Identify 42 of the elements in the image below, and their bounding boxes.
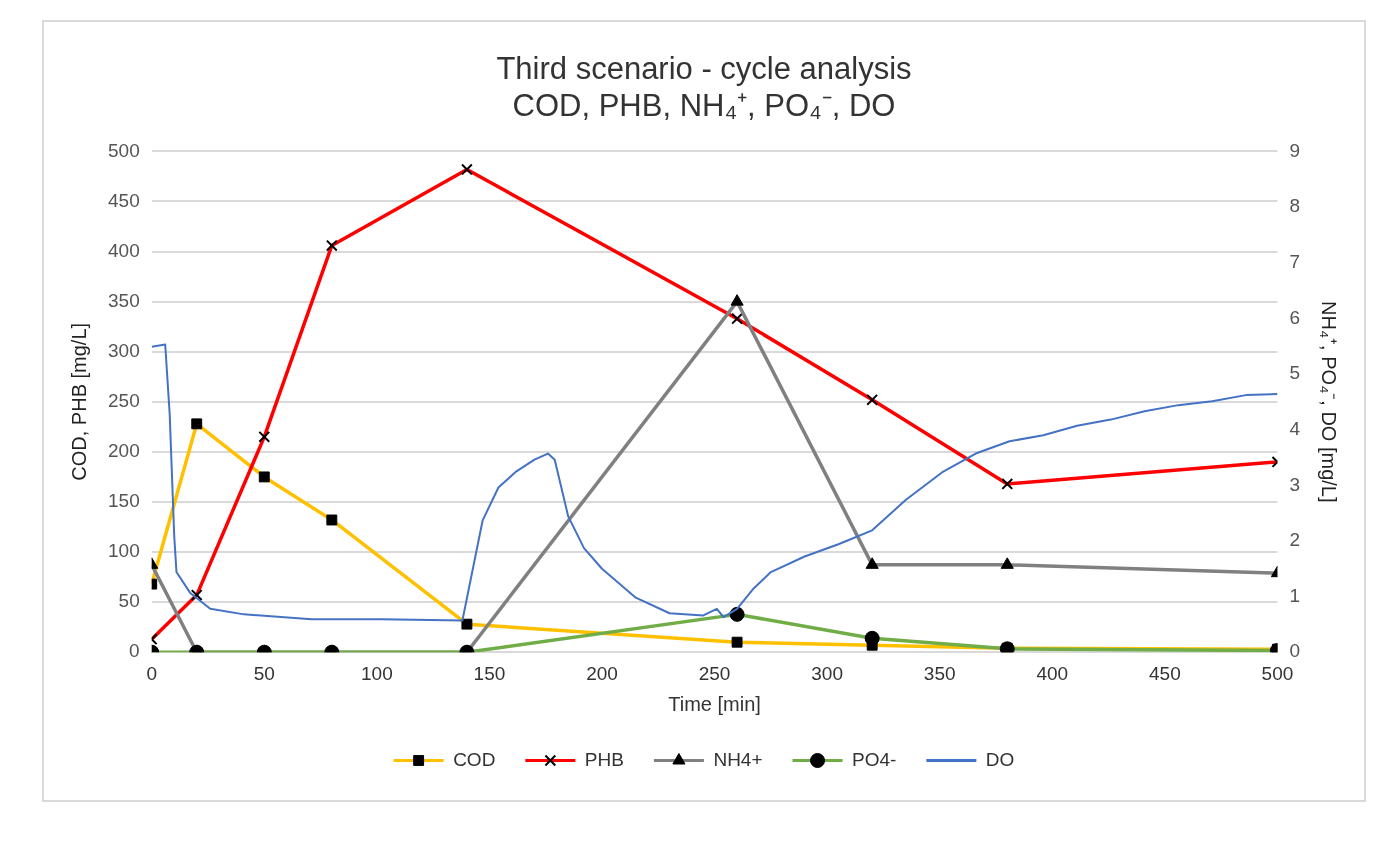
legend-label: COD — [453, 748, 496, 770]
y-tick-label: 500 — [108, 139, 140, 161]
legend-label: DO — [985, 748, 1015, 770]
y2-tick-label: 3 — [1289, 473, 1301, 495]
x-tick-label: 100 — [361, 662, 393, 684]
x-tick-label: 300 — [811, 662, 843, 684]
y2-tick-label: 0 — [1289, 640, 1301, 662]
y2-tick-label: 2 — [1289, 529, 1301, 551]
x-tick-label: 150 — [473, 662, 506, 684]
y-tick-label: 100 — [108, 540, 140, 562]
y2-axis-title: NH₄⁺, PO₄⁻, DO [mg/L] — [1318, 301, 1341, 503]
x-tick-label: 200 — [586, 662, 618, 684]
x-tick-label: 350 — [923, 662, 956, 684]
y-tick-label: 150 — [108, 490, 140, 512]
x-tick-label: 0 — [146, 662, 157, 684]
x-axis-title: Time [min] — [668, 692, 761, 715]
x-tick-label: 400 — [1036, 662, 1069, 684]
y-tick-label: 450 — [108, 189, 140, 211]
y-tick-label: 0 — [129, 640, 140, 662]
y2-tick-label: 9 — [1289, 139, 1301, 161]
y-axis-title: COD, PHB [mg/L] — [67, 322, 90, 481]
y2-tick-label: 8 — [1289, 195, 1301, 217]
x-tick-label: 450 — [1149, 662, 1181, 684]
legend-label: PHB — [584, 748, 624, 770]
y2-tick-label: 4 — [1289, 417, 1301, 439]
text: COD, PHB, NH₄⁺, PO₄⁻, DO — [512, 88, 896, 124]
y-tick-label: 200 — [108, 440, 140, 462]
legend-label: NH4+ — [713, 748, 763, 770]
y-tick-label: 50 — [118, 590, 140, 612]
text: Third scenario - cycle analysis — [496, 51, 912, 87]
x-tick-label: 50 — [253, 662, 275, 684]
x-tick-label: 250 — [698, 662, 731, 684]
y2-tick-label: 5 — [1289, 362, 1301, 384]
y-tick-label: 350 — [108, 289, 140, 311]
y-tick-label: 250 — [108, 390, 140, 412]
legend-label: PO4- — [852, 748, 897, 770]
x-tick-label: 500 — [1261, 662, 1294, 684]
y2-tick-label: 7 — [1289, 250, 1301, 272]
y2-tick-label: 1 — [1289, 584, 1301, 606]
y-tick-label: 300 — [108, 339, 140, 361]
y-tick-label: 400 — [108, 239, 140, 261]
y2-tick-label: 6 — [1289, 306, 1301, 328]
